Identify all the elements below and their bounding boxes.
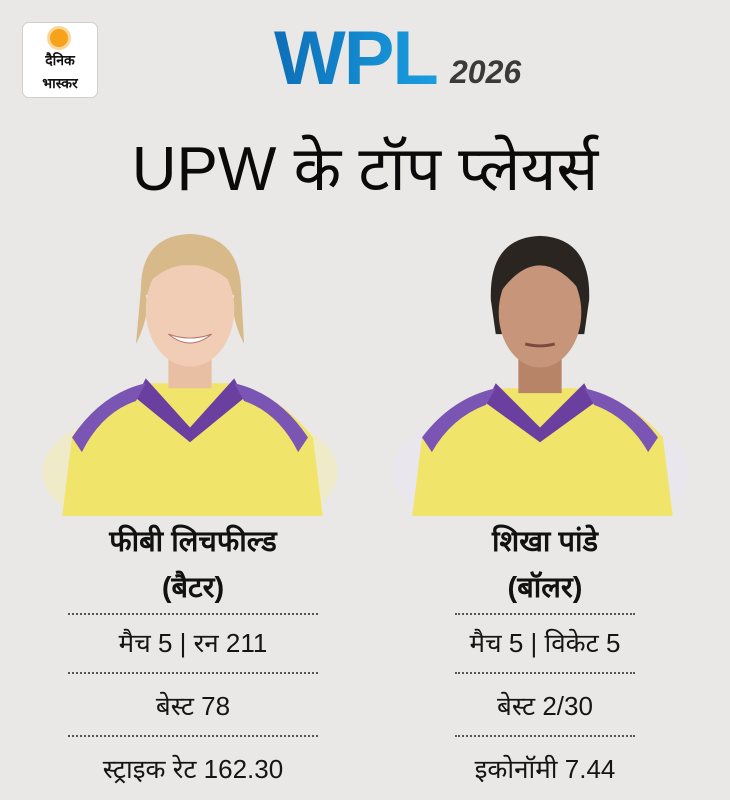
- player-stat-matches: मैच 5 | रन 211: [118, 628, 268, 658]
- divider: [455, 672, 635, 674]
- player-stat-strike-rate: स्ट्राइक रेट 162.30: [102, 754, 284, 784]
- divider: [68, 613, 318, 615]
- player-name: शिखा पांडे: [491, 526, 599, 558]
- player-portrait-left: [42, 233, 338, 516]
- logo-text-line1: दैनिक: [45, 52, 75, 68]
- player-stat-best: बेस्ट 2/30: [497, 691, 593, 721]
- player-stat-best: बेस्ट 78: [155, 691, 231, 721]
- divider: [68, 672, 318, 674]
- player-name: फीबी लिचफील्ड: [109, 526, 277, 558]
- player-stat-matches: मैच 5 | विकेट 5: [469, 628, 621, 658]
- page-title: UPW के टॉप प्लेयर्स: [131, 135, 599, 204]
- dainik-bhaskar-logo: दैनिक भास्कर: [22, 22, 98, 98]
- wpl-year: 2026: [450, 54, 522, 90]
- divider: [68, 735, 318, 737]
- divider: [455, 613, 635, 615]
- wpl-logo: WPL: [274, 16, 439, 101]
- logo-text-line2: भास्कर: [42, 75, 78, 91]
- player-role: (बॉलर): [507, 572, 583, 604]
- player-stat-economy: इकोनॉमी 7.44: [474, 754, 616, 784]
- player-portrait-right: [392, 235, 688, 516]
- sun-icon: [50, 29, 68, 47]
- divider: [455, 735, 635, 737]
- player-role: (बैटर): [161, 572, 225, 604]
